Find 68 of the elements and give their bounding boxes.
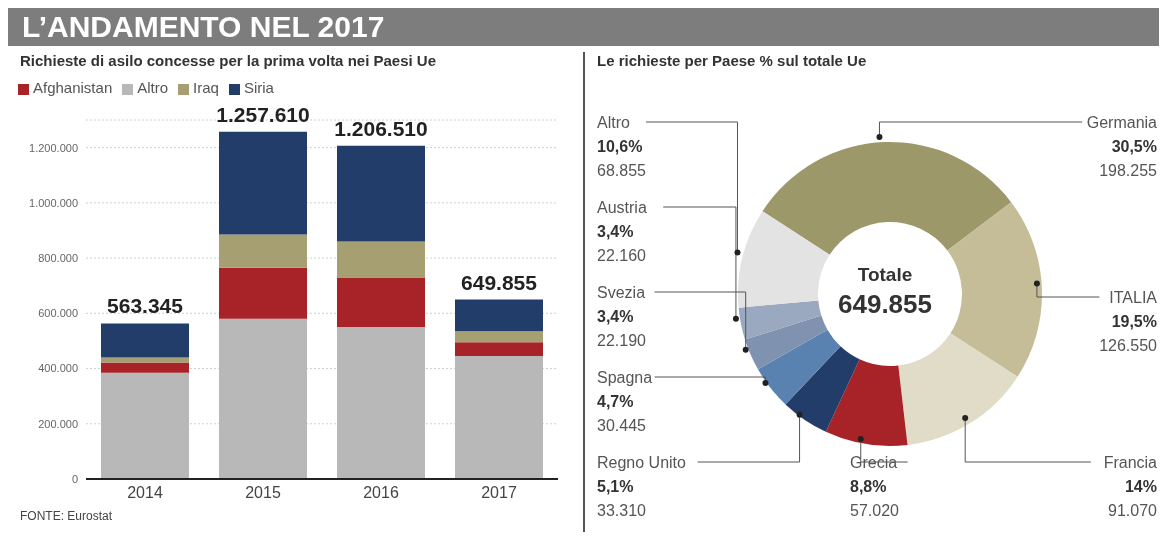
text: 649.855 bbox=[838, 289, 932, 319]
slice-label: Svezia bbox=[597, 284, 646, 301]
bar bbox=[101, 362, 189, 373]
donut-slice bbox=[762, 142, 1012, 255]
bar bbox=[455, 342, 543, 357]
slice-label: Regno Unito bbox=[597, 454, 687, 471]
bar bbox=[101, 323, 189, 358]
x-tick-label: 2017 bbox=[481, 484, 517, 502]
chart-subtitle: Richieste di asilo concesse per la prima volta nei Paesi Ue bbox=[20, 52, 437, 69]
chart-title: Le richieste per Paese % sul totale Ue bbox=[597, 52, 868, 69]
y-tick-label: 600.000 bbox=[38, 307, 78, 320]
data-label: 5,1% 33.310 bbox=[597, 478, 647, 519]
bar bbox=[219, 318, 307, 479]
donut-slice bbox=[898, 333, 1018, 445]
data-label: 3,4% 22.160 bbox=[597, 223, 647, 264]
slice-label: ITALIA bbox=[1109, 289, 1158, 306]
donut-slice bbox=[757, 329, 841, 405]
total-label: 1.206.510 bbox=[334, 116, 428, 140]
x-tick-label: 2014 bbox=[127, 484, 163, 502]
y-tick-label: 1.200.000 bbox=[29, 141, 78, 154]
bar bbox=[219, 234, 307, 268]
bar bbox=[455, 299, 543, 332]
bar bbox=[337, 327, 425, 479]
donut-slice bbox=[947, 202, 1042, 377]
data-label: 10,6% 68.855 bbox=[597, 138, 647, 179]
total-label: 649.855 bbox=[461, 270, 538, 294]
bar bbox=[101, 357, 189, 363]
y-tick-label: 0 bbox=[71, 472, 78, 485]
text: Totale bbox=[857, 264, 913, 285]
data-label: 8,8% 57.020 bbox=[850, 478, 900, 519]
x-tick-label: 2015 bbox=[245, 484, 281, 502]
bar bbox=[337, 241, 425, 278]
bar bbox=[455, 331, 543, 343]
slice-label: Francia bbox=[1103, 454, 1158, 471]
legend-label: Afghanistan bbox=[33, 79, 113, 96]
bar bbox=[337, 145, 425, 242]
y-tick-label: 200.000 bbox=[38, 417, 78, 430]
slice-label: Germania bbox=[1086, 114, 1158, 131]
bar bbox=[337, 277, 425, 328]
bar bbox=[219, 131, 307, 235]
slice-label: Spagna bbox=[597, 369, 653, 386]
y-tick-label: 1.000.000 bbox=[29, 196, 78, 209]
total-label: 1.257.610 bbox=[216, 102, 310, 126]
data-label: 3,4% 22.190 bbox=[597, 308, 647, 349]
donut-slice bbox=[738, 211, 830, 308]
legend-label: Siria bbox=[243, 79, 274, 96]
donut-slice bbox=[744, 315, 828, 370]
legend-label: Altro bbox=[137, 79, 169, 96]
chart-title: L’ANDAMENTO NEL 2017 bbox=[8, 8, 1159, 46]
data-label: 4,7% 30.445 bbox=[597, 393, 647, 434]
data-label: 30,5% 198.255 bbox=[1099, 138, 1158, 179]
bar bbox=[219, 267, 307, 319]
y-tick-label: 400.000 bbox=[38, 362, 78, 375]
bar bbox=[101, 372, 189, 479]
donut-slice bbox=[738, 300, 822, 340]
slice-label: Austria bbox=[597, 199, 647, 216]
donut-slice bbox=[825, 359, 908, 446]
data-label: 14% 91.070 bbox=[1108, 478, 1158, 519]
source-note: FONTE: Eurostat bbox=[20, 509, 114, 523]
legend-label: Iraq bbox=[193, 79, 219, 96]
donut-slice bbox=[785, 346, 860, 432]
y-tick-label: 800.000 bbox=[38, 251, 78, 264]
slice-label: Altro bbox=[597, 114, 630, 131]
data-label: 19,5% 126.550 bbox=[1099, 313, 1158, 354]
slice-label: Grecia bbox=[850, 454, 898, 471]
total-label: 563.345 bbox=[107, 294, 184, 318]
bar bbox=[455, 356, 543, 479]
x-tick-label: 2016 bbox=[363, 484, 399, 502]
